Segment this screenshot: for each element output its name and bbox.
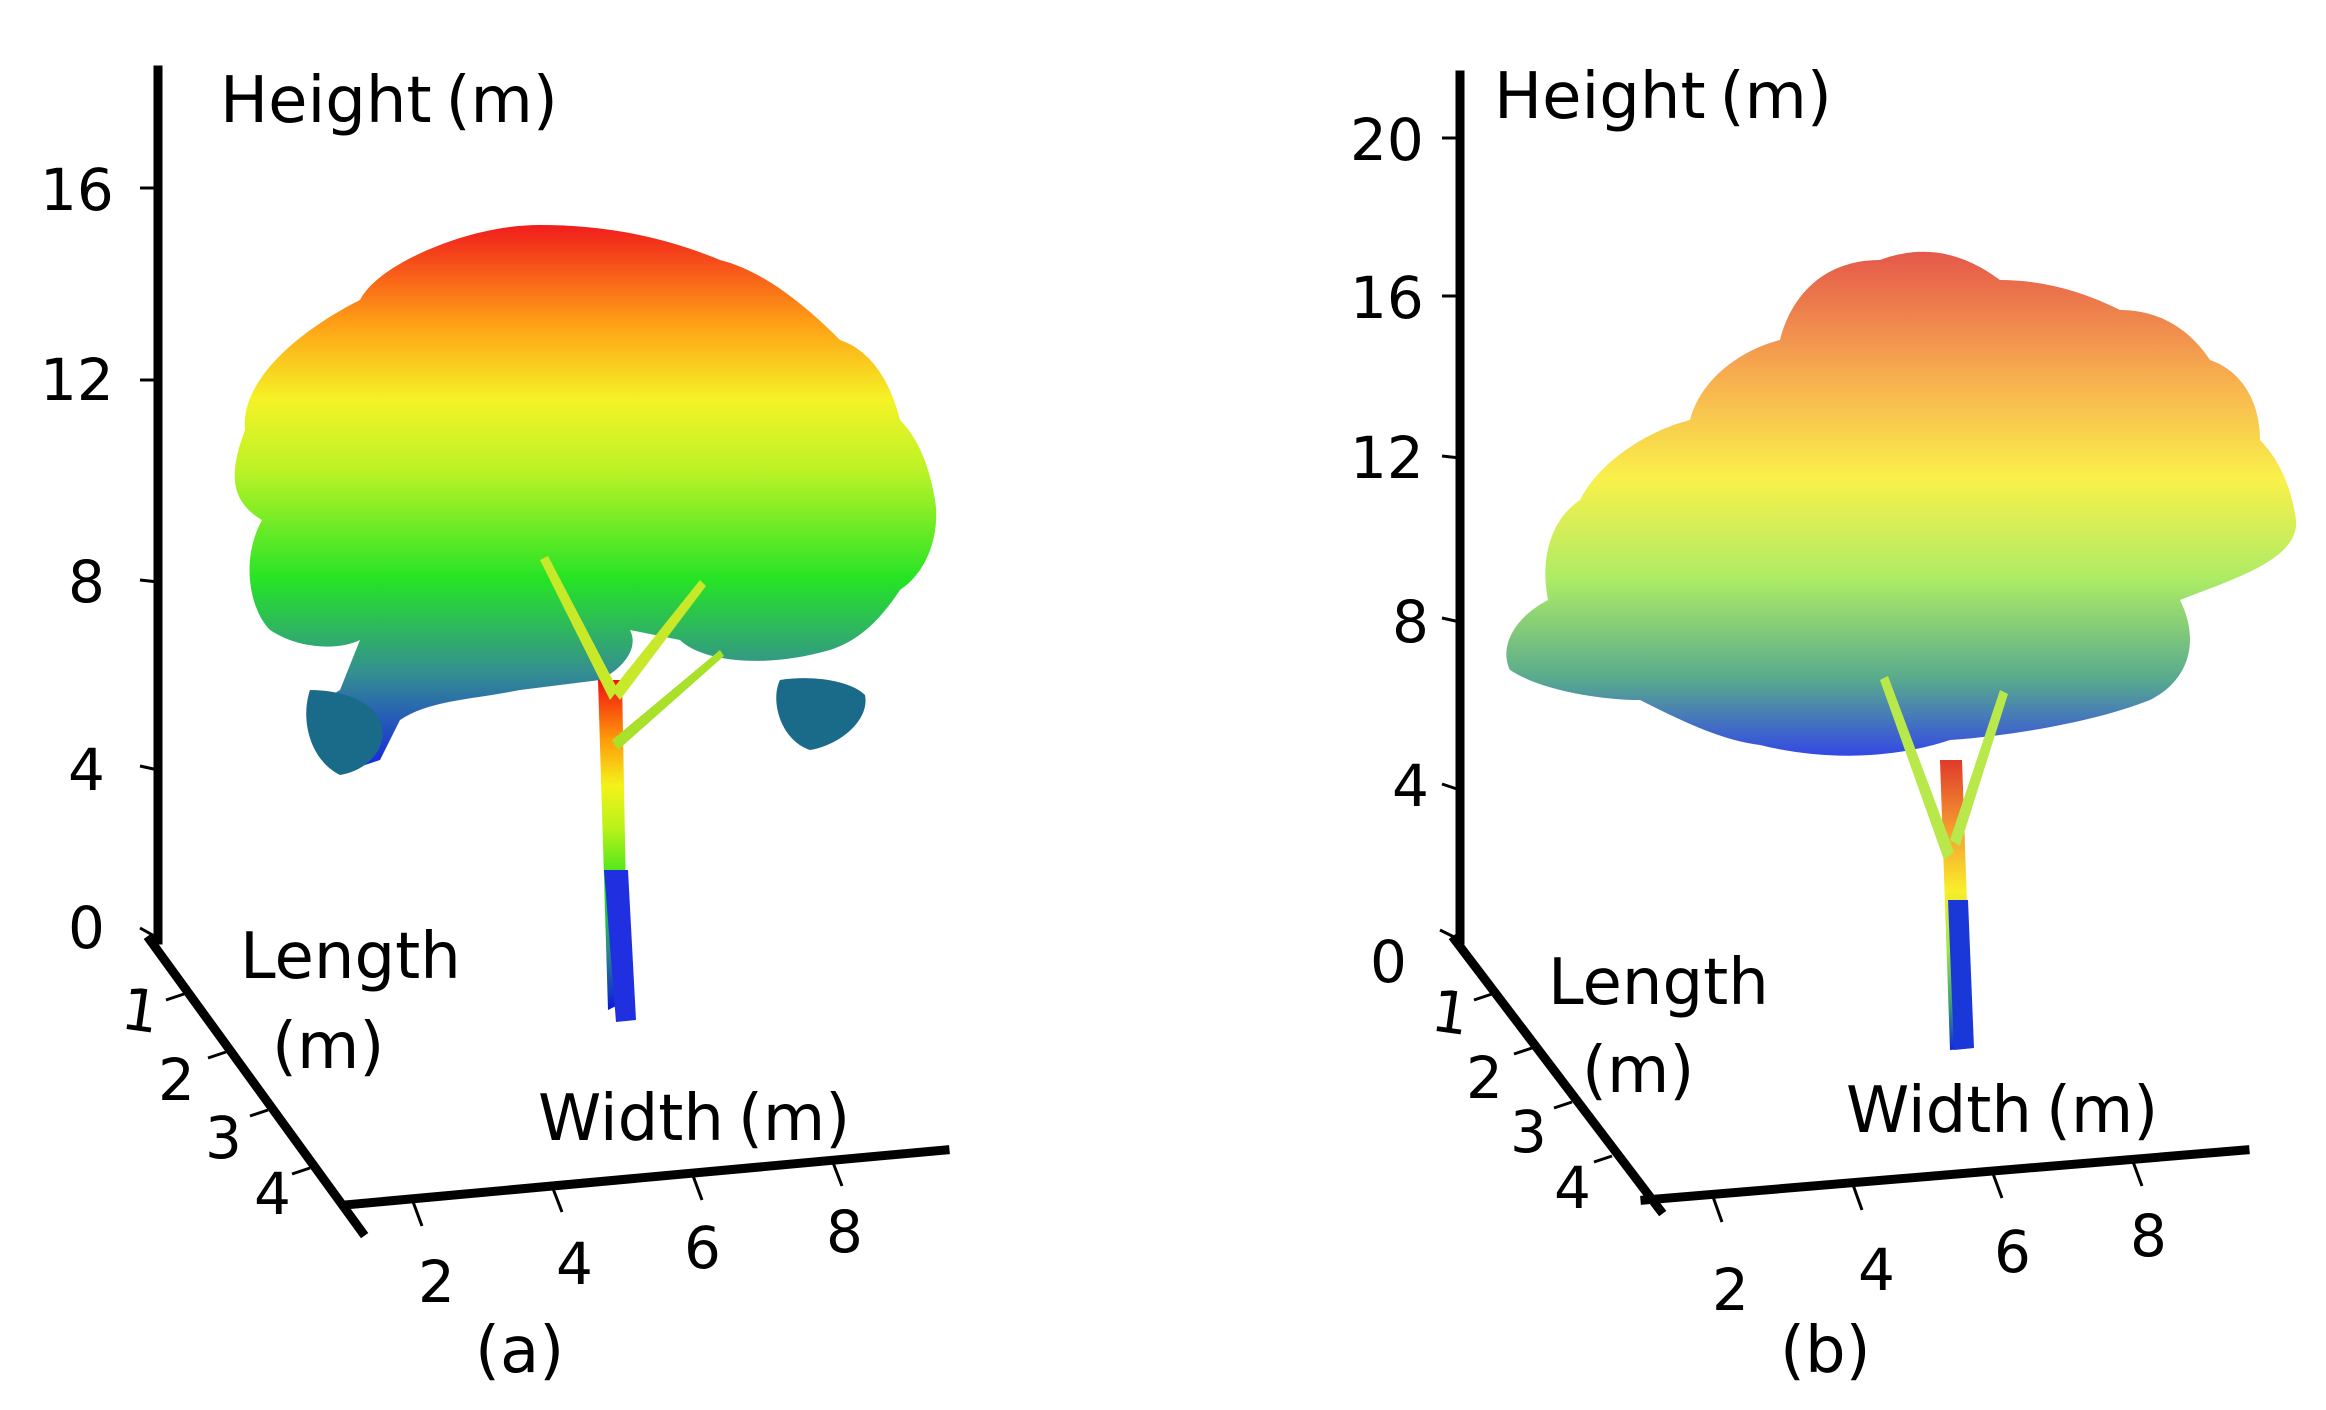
height-tick-label: 4 [68, 736, 105, 804]
length-axis-a [143, 933, 369, 1239]
height-tick-label: 12 [40, 346, 114, 414]
length-tick-label: 3 [1510, 1098, 1547, 1166]
width-axis-b [1640, 1145, 2250, 1205]
width-axis-title-a: Width (m) [538, 1082, 850, 1156]
width-tick-label: 6 [1994, 1218, 2031, 1286]
height-tick-label: 4 [1392, 752, 1429, 820]
height-tick-label: 16 [1350, 264, 1424, 332]
height-axis-title-b: Height (m) [1494, 60, 1832, 134]
length-tick-label: 1 [117, 975, 163, 1047]
width-tick-label: 4 [556, 1230, 593, 1298]
height-tick-label: 12 [1350, 424, 1424, 492]
tree-point-cloud-a [234, 225, 937, 1022]
height-tick-label: 8 [68, 548, 105, 616]
height-tick-label: 20 [1350, 106, 1424, 174]
panel-b: 0 4 8 12 16 20 1 2 3 4 2 4 6 8 [1350, 60, 2297, 1388]
width-tick-label: 8 [826, 1198, 863, 1266]
caption-b: (b) [1780, 1314, 1871, 1388]
width-axis-a [340, 1145, 950, 1210]
length-axis-unit-a: (m) [272, 1010, 384, 1084]
width-axis-title-b: Width (m) [1846, 1074, 2158, 1148]
width-ticks-a: 2 4 6 8 [410, 1159, 863, 1316]
caption-a: (a) [475, 1314, 564, 1388]
length-tick-label: 1 [1427, 977, 1473, 1049]
length-tick-label: 4 [254, 1160, 291, 1228]
height-tick-label: 0 [1370, 928, 1407, 996]
width-ticks-b: 2 4 6 8 [1710, 1158, 2167, 1324]
length-axis-title-b: Length [1548, 946, 1769, 1020]
width-tick-label: 2 [418, 1248, 455, 1316]
length-tick-label: 2 [1466, 1044, 1503, 1112]
length-tick-label: 3 [205, 1104, 242, 1172]
width-tick-label: 6 [684, 1214, 721, 1282]
height-tick-label: 8 [1392, 588, 1429, 656]
height-axis-title-a: Height (m) [220, 64, 558, 138]
height-ticks-b: 0 4 8 12 16 20 [1350, 106, 1461, 996]
tree-point-cloud-b [1506, 251, 2297, 1050]
height-tick-label: 0 [68, 894, 105, 962]
width-tick-label: 2 [1712, 1256, 1749, 1324]
length-tick-label: 2 [158, 1046, 195, 1114]
length-axis-b [1448, 933, 1667, 1217]
height-tick-label: 16 [40, 156, 114, 224]
length-axis-title-a: Length [240, 920, 461, 994]
width-tick-label: 4 [1858, 1236, 1895, 1304]
length-axis-unit-b: (m) [1582, 1034, 1694, 1108]
panel-a: 0 4 8 12 16 1 2 3 4 2 4 6 8 [40, 64, 950, 1388]
length-tick-label: 4 [1554, 1154, 1591, 1222]
height-ticks-a: 0 4 8 12 16 [40, 156, 159, 962]
width-tick-label: 8 [2130, 1202, 2167, 1270]
